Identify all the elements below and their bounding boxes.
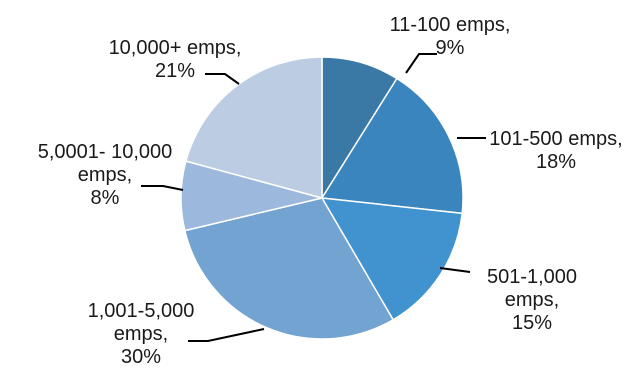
- slice-labels: 11-100 emps, 9% 101-500 emps, 18% 501-1,000 e…: [38, 14, 623, 368]
- slice-label-1-001-5-000-emps: 1,001-5,000 emps, 30%: [88, 300, 195, 368]
- leader-line-10-000-emps: [205, 73, 240, 85]
- leader-line-5-0001-10-000-emps: [141, 185, 184, 191]
- pie-slices: [180, 56, 464, 340]
- slice-label-10-000-emps: 10,000+ emps, 21%: [109, 37, 242, 82]
- slice-label-101-500-emps: 101-500 emps, 18%: [489, 128, 622, 173]
- pie-slice-1-001-5-000-emps: [183, 197, 395, 340]
- leader-line-1-001-5-000-emps: [188, 328, 265, 342]
- slice-label-5-0001-10-000-emps: 5,0001- 10,000 emps, 8%: [38, 141, 173, 209]
- slice-label-501-1-000-emps: 501-1,000 emps, 15%: [487, 266, 577, 334]
- leader-lines: [141, 53, 486, 342]
- slice-label-11-100-emps: 11-100 emps, 9%: [390, 14, 511, 59]
- leader-line-501-1-000-emps: [439, 267, 471, 273]
- leader-line-11-100-emps: [405, 53, 437, 74]
- pie-slice-501-1-000-emps: [320, 197, 463, 321]
- pie-slice-101-500-emps: [320, 77, 464, 215]
- pie-slice-10-000-emps: [184, 56, 323, 199]
